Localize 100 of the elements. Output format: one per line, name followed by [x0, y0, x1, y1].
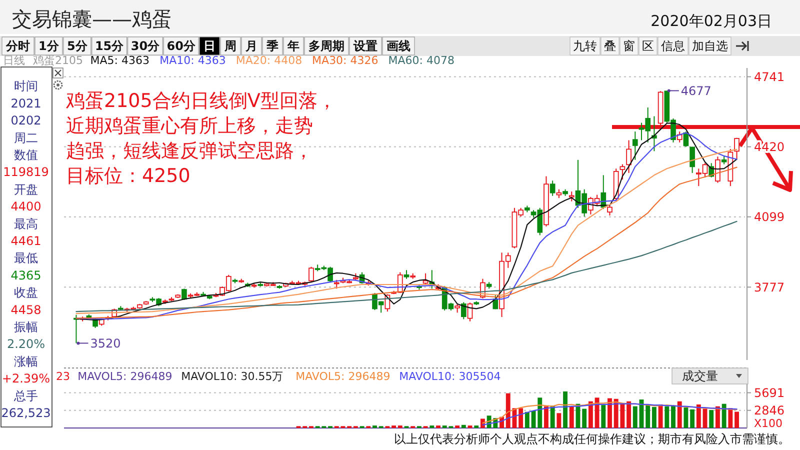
text: 以上仅代表分析师个人观点不构成任何操作建议；期市有风险入市需谨慎。	[394, 432, 790, 446]
text: 30分	[130, 39, 161, 53]
text: 加自选	[692, 39, 728, 53]
text: 季	[266, 39, 280, 53]
text: 周	[224, 39, 237, 53]
text: 年	[286, 39, 300, 53]
text: 15分	[94, 39, 125, 53]
chart-title: 交易锦囊——鸡蛋	[12, 7, 172, 31]
candlestick	[607, 205, 612, 216]
bar	[594, 398, 600, 428]
text: 2.20%	[6, 337, 46, 352]
y-tick-label: 5691	[754, 386, 785, 400]
annotation: 3520	[90, 336, 121, 350]
bar	[608, 398, 612, 428]
bar	[518, 408, 524, 428]
text: 周二	[14, 130, 38, 145]
text: MA30: 4326	[312, 54, 378, 67]
bar	[709, 410, 714, 428]
text: 叠	[604, 39, 616, 53]
bar	[696, 404, 701, 428]
bar	[556, 413, 562, 428]
candlestick	[550, 180, 556, 196]
bar	[716, 406, 720, 428]
bar	[461, 424, 466, 428]
annotation: 鸡蛋2105合约日线倒V型回落，近期鸡蛋重心有所上移，走势趋强，短线逢反弹试空思路，目标位：4250	[65, 90, 336, 187]
text: 0202	[10, 114, 42, 128]
bar	[632, 406, 638, 428]
bar	[671, 406, 676, 428]
text: 振幅	[14, 320, 38, 334]
bar	[646, 405, 650, 428]
text: 时间	[14, 79, 38, 94]
y-tick-label: 4741	[754, 70, 785, 84]
text: +2.39%	[2, 372, 50, 386]
text: 画线	[386, 39, 411, 53]
text: MA60: 4078	[388, 54, 454, 67]
text: 九转	[573, 39, 597, 53]
bar	[569, 406, 574, 428]
text: MAVOL5: 296489	[78, 370, 172, 383]
text: 4400	[10, 200, 42, 214]
bar	[626, 401, 632, 428]
y-tick-label: 4099	[754, 210, 785, 224]
text: 鸡蛋2105	[32, 54, 83, 67]
bar	[664, 406, 670, 428]
text: 分时	[5, 39, 30, 53]
bar	[524, 412, 530, 428]
bar	[728, 408, 733, 428]
bar	[652, 406, 656, 428]
text: 涨幅	[14, 354, 38, 368]
text: 119819	[3, 165, 49, 180]
candlestick	[460, 302, 466, 320]
text: 4458	[10, 302, 42, 317]
text: MA10: 4363	[160, 54, 226, 67]
candlestick	[308, 266, 314, 282]
text: 月	[244, 39, 258, 53]
text: 多周期	[308, 39, 345, 53]
bar	[677, 401, 682, 428]
bar	[658, 404, 663, 428]
text: 收盘	[14, 286, 38, 300]
text: 2021	[10, 96, 42, 110]
y-tick-label: 2846	[754, 404, 785, 418]
candlestick	[626, 140, 632, 174]
y-axis-title: X100	[754, 417, 783, 430]
bar	[601, 405, 606, 428]
candlestick	[690, 146, 695, 174]
text: 设置	[352, 39, 378, 53]
line-series	[76, 220, 738, 312]
text: 数值	[14, 148, 38, 162]
bar	[684, 408, 688, 428]
bar	[588, 401, 593, 428]
text: MA20: 4408	[236, 54, 302, 67]
text: 262,523	[1, 406, 51, 420]
bar	[734, 412, 739, 428]
text: MAVOL10: 305504	[399, 370, 501, 383]
text: 日线	[3, 54, 25, 67]
bar	[722, 404, 726, 428]
bar	[563, 391, 568, 428]
text: MAVOL10: 30.55万	[181, 370, 284, 383]
text: 成交量	[682, 369, 718, 383]
text: 区	[642, 39, 654, 53]
bar	[582, 408, 587, 428]
candlestick	[632, 131, 638, 160]
text: 日	[204, 39, 216, 53]
annotation: 4677	[680, 84, 712, 98]
text: MA5: 4363	[90, 54, 150, 67]
text: 窗	[623, 39, 635, 53]
candlestick	[715, 156, 720, 184]
y-tick-label: 3777	[754, 280, 785, 294]
text: 60分	[166, 39, 196, 53]
bar	[690, 409, 695, 428]
candlestick	[568, 191, 574, 202]
bar	[506, 393, 510, 428]
text: MAVOL5: 296489	[296, 370, 390, 383]
text: 信息	[661, 39, 685, 53]
text: 4461	[10, 234, 42, 248]
text: 最高	[14, 216, 38, 231]
text: 5分	[66, 39, 88, 53]
chart-subtitle: 2020年02月03日	[650, 12, 772, 30]
text: 最低	[14, 251, 38, 266]
candlestick	[182, 288, 187, 300]
text: 开盘	[14, 182, 38, 196]
